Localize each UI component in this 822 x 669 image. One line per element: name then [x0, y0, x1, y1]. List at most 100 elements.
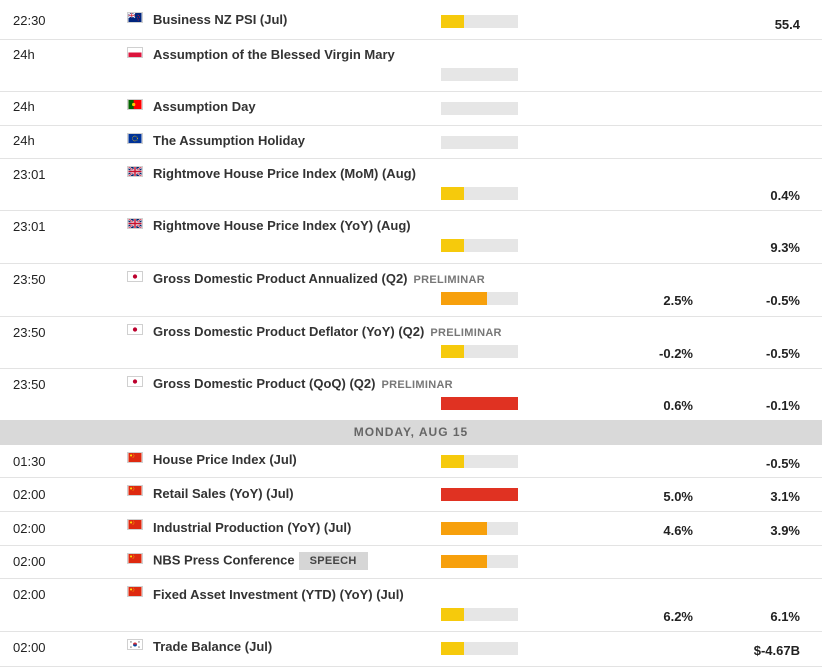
event-row[interactable]: 24h Assumption of the Blessed Virgin Mar… [0, 40, 822, 92]
nz-flag-icon [127, 12, 143, 23]
impact-fill [441, 522, 487, 535]
pl-flag-icon [127, 47, 143, 58]
previous-value: 0.4% [770, 188, 800, 203]
cn-flag-icon [127, 452, 143, 463]
impact-fill [441, 345, 464, 358]
event-row[interactable]: 02:00 Industrial Production (YoY) (Jul) … [0, 512, 822, 546]
event-title[interactable]: Industrial Production (YoY) (Jul) [153, 520, 351, 535]
event-title[interactable]: Assumption of the Blessed Virgin Mary [153, 47, 395, 62]
consensus-value: 5.0% [663, 489, 693, 504]
impact-bar [441, 522, 518, 535]
impact-fill [441, 608, 464, 621]
jp-flag-icon [127, 324, 143, 335]
eu-flag-icon [127, 133, 143, 144]
impact-bar [441, 102, 518, 115]
event-row[interactable]: 23:01 Rightmove House Price Index (MoM) … [0, 159, 822, 211]
event-row[interactable]: 24h Assumption Day [0, 92, 822, 126]
impact-fill [441, 642, 464, 655]
event-title[interactable]: Gross Domestic Product (QoQ) (Q2) PRELIMI… [153, 376, 453, 391]
event-row[interactable]: 01:30 House Price Index (Jul) -0.5% [0, 445, 822, 478]
event-row[interactable]: 23:50 Gross Domestic Product Deflator (Y… [0, 317, 822, 369]
speech-tag: SPEECH [298, 552, 368, 570]
impact-bar [441, 488, 518, 501]
impact-bar [441, 555, 518, 568]
impact-bar [441, 68, 518, 81]
event-title[interactable]: Fixed Asset Investment (YTD) (YoY) (Jul) [153, 587, 404, 602]
event-row[interactable]: 02:00 Trade Balance (Jul) $-4.67B [0, 632, 822, 667]
impact-fill [441, 292, 487, 305]
impact-bar [441, 239, 518, 252]
impact-fill [441, 488, 518, 501]
impact-bar [441, 345, 518, 358]
event-title[interactable]: Gross Domestic Product Deflator (YoY) (Q… [153, 324, 502, 339]
impact-bar [441, 642, 518, 655]
event-title[interactable]: NBS Press Conference SPEECH [153, 552, 368, 570]
event-row[interactable]: 23:01 Rightmove House Price Index (YoY) … [0, 211, 822, 264]
event-title-text: Gross Domestic Product (QoQ) (Q2) [153, 376, 376, 391]
event-title-text: The Assumption Holiday [153, 133, 305, 148]
consensus-value: -0.2% [659, 346, 693, 361]
event-time: 23:01 [13, 167, 46, 182]
uk-flag-icon [127, 218, 143, 229]
event-time: 23:01 [13, 219, 46, 234]
impact-fill [441, 187, 464, 200]
event-title-text: Assumption Day [153, 99, 256, 114]
event-time: 02:00 [13, 640, 46, 655]
event-title-text: Gross Domestic Product Annualized (Q2) [153, 271, 408, 286]
event-time: 02:00 [13, 587, 46, 602]
event-title-text: Gross Domestic Product Deflator (YoY) (Q… [153, 324, 425, 339]
event-title-text: Rightmove House Price Index (YoY) (Aug) [153, 218, 411, 233]
impact-bar [441, 292, 518, 305]
pt-flag-icon [127, 99, 143, 110]
event-time: 23:50 [13, 325, 46, 340]
event-title[interactable]: Trade Balance (Jul) [153, 639, 272, 654]
impact-fill [441, 397, 518, 410]
event-row[interactable]: 22:30 Business NZ PSI (Jul) 55.4 [0, 0, 822, 40]
event-row[interactable]: 23:50 Gross Domestic Product Annualized … [0, 264, 822, 317]
event-title[interactable]: Rightmove House Price Index (YoY) (Aug) [153, 218, 411, 233]
preliminary-tag: PRELIMINAR [430, 327, 502, 339]
previous-value: -0.1% [766, 398, 800, 413]
event-time: 01:30 [13, 454, 46, 469]
event-time: 24h [13, 47, 35, 62]
impact-fill [441, 15, 464, 28]
cn-flag-icon [127, 519, 143, 530]
previous-value: 9.3% [770, 240, 800, 255]
event-title[interactable]: Retail Sales (YoY) (Jul) [153, 486, 294, 501]
event-title-text: Industrial Production (YoY) (Jul) [153, 520, 352, 535]
cn-flag-icon [127, 485, 143, 496]
previous-value: -0.5% [766, 346, 800, 361]
previous-value: 6.1% [770, 609, 800, 624]
event-title-text: Fixed Asset Investment (YTD) (YoY) (Jul) [153, 587, 404, 602]
previous-value: 3.9% [770, 523, 800, 538]
impact-bar [441, 15, 518, 28]
event-title-text: Business NZ PSI (Jul) [153, 12, 288, 27]
event-row[interactable]: 02:00 Retail Sales (YoY) (Jul) 5.0% 3.1% [0, 478, 822, 512]
event-title[interactable]: Gross Domestic Product Annualized (Q2) PR… [153, 271, 485, 286]
consensus-value: 6.2% [663, 609, 693, 624]
event-time: 23:50 [13, 377, 46, 392]
event-title[interactable]: House Price Index (Jul) [153, 452, 297, 467]
event-title[interactable]: The Assumption Holiday [153, 133, 305, 148]
event-row[interactable]: 02:00 Fixed Asset Investment (YTD) (YoY)… [0, 579, 822, 632]
event-row[interactable]: 23:50 Gross Domestic Product (QoQ) (Q2) P… [0, 369, 822, 420]
event-row[interactable]: 02:00 NBS Press Conference SPEECH [0, 546, 822, 579]
consensus-value: 4.6% [663, 523, 693, 538]
impact-bar [441, 187, 518, 200]
impact-bar [441, 455, 518, 468]
event-title-text: House Price Index (Jul) [153, 452, 297, 467]
jp-flag-icon [127, 271, 143, 282]
event-title-text: NBS Press Conference [153, 552, 295, 568]
event-title[interactable]: Business NZ PSI (Jul) [153, 12, 287, 27]
event-title[interactable]: Rightmove House Price Index (MoM) (Aug) [153, 166, 416, 181]
consensus-value: 2.5% [663, 293, 693, 308]
event-time: 24h [13, 99, 35, 114]
event-title-text: Retail Sales (YoY) (Jul) [153, 486, 294, 501]
previous-value: 3.1% [770, 489, 800, 504]
impact-fill [441, 239, 464, 252]
day-header: MONDAY, AUG 15 [0, 420, 822, 445]
uk-flag-icon [127, 166, 143, 177]
event-title[interactable]: Assumption Day [153, 99, 256, 114]
event-row[interactable]: 24h The Assumption Holiday [0, 126, 822, 159]
